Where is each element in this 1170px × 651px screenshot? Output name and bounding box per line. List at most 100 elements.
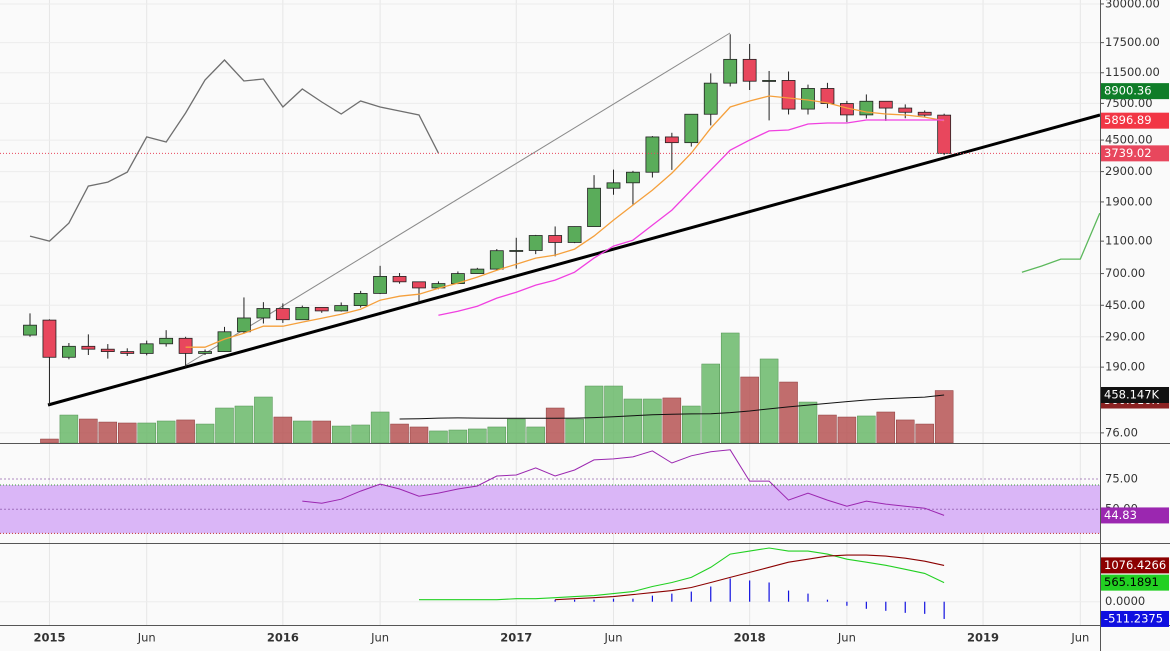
volume-ma-label: 458.147K (1104, 387, 1160, 401)
volume-bar (876, 411, 896, 444)
volume-bar (448, 429, 468, 444)
marks-layer (0, 34, 1101, 619)
candle-body (412, 281, 426, 289)
volume-layer (40, 332, 954, 444)
volume-bar (293, 420, 312, 444)
y-tick-label: 290.00 (1105, 329, 1145, 343)
candle-body (567, 226, 582, 243)
x-tick-label: 2019 (967, 631, 999, 645)
candle-body (334, 305, 349, 312)
volume-bar (818, 414, 837, 444)
overlay-line (1021, 212, 1101, 273)
volume-bar (59, 414, 79, 444)
volume-ma-line (399, 394, 945, 420)
candle-body (178, 337, 193, 354)
x-tick-label: 2015 (33, 631, 65, 645)
overlay-last-label: 5896.89 (1104, 113, 1152, 127)
candle-body (23, 324, 37, 336)
volume-bar (254, 396, 273, 444)
volume-bar (682, 405, 701, 444)
candle-body (237, 317, 251, 333)
volume-bar (915, 423, 934, 444)
signal-label-box (1101, 557, 1169, 574)
candle-body (626, 171, 640, 184)
histogram-label-box (1101, 610, 1169, 627)
volume-bar (331, 425, 351, 444)
candle-body (470, 268, 485, 274)
candle-body (139, 343, 154, 354)
volume-bar (701, 363, 720, 444)
candle-body (159, 337, 174, 345)
candle-body (801, 88, 815, 110)
trendline (47, 113, 1101, 407)
candle-body (762, 80, 776, 82)
volume-bar (176, 419, 195, 444)
volume-bar (273, 416, 293, 444)
volume-bar (40, 438, 59, 444)
overlay-last-label-box (1101, 112, 1169, 129)
volume-bar (662, 397, 682, 444)
x-tick-label: Jun (604, 631, 623, 645)
candle-body (489, 250, 504, 270)
volume-bar (215, 407, 234, 444)
volume-bar (720, 332, 740, 444)
price-label: 8900.36 (1104, 84, 1152, 98)
volume-bar (409, 426, 429, 444)
x-tick-label: 2016 (267, 631, 299, 645)
y-tick-label: 450.00 (1105, 298, 1145, 312)
overlay-line (185, 95, 945, 348)
volume-bar (487, 426, 507, 444)
candle-body (275, 308, 290, 321)
y-tick-label: 0.0000 (1105, 594, 1145, 608)
candle-body (742, 58, 757, 82)
y-tick-label: 75.00 (1105, 472, 1138, 486)
y-tick-label: 4500.00 (1105, 133, 1153, 147)
candle-body (820, 88, 835, 104)
overlay-line (438, 119, 945, 316)
candle-body (42, 319, 57, 358)
candle-body (314, 306, 329, 312)
y-tick-label: 1900.00 (1105, 194, 1153, 208)
y-tick-label: 17500.00 (1105, 35, 1160, 49)
volume-ma-label-box (1101, 386, 1169, 403)
candle-body (198, 351, 212, 354)
volume-bar (759, 358, 779, 444)
x-tick-label: Jun (837, 631, 856, 645)
candle-body (256, 308, 271, 319)
volume-bar (779, 381, 798, 444)
candle-body (606, 182, 621, 189)
volume-bar (98, 421, 118, 444)
candle-body (528, 235, 543, 251)
candle-body (100, 348, 115, 352)
volume-bar (370, 411, 390, 444)
volume-bar (837, 416, 857, 444)
volume-bar (896, 419, 915, 444)
volume-bar (526, 426, 545, 444)
macd-line (419, 547, 945, 601)
volume-bar (351, 424, 370, 444)
candle-body (878, 100, 893, 109)
candle-body (373, 275, 388, 294)
candle-body (587, 187, 601, 227)
volume-bar (507, 418, 526, 444)
y-tick-label: 7500.00 (1105, 96, 1153, 110)
candle-body (703, 82, 718, 115)
macd-label: 565.1891 (1104, 575, 1159, 589)
rsi-line (302, 449, 945, 516)
volume-bar (390, 423, 409, 444)
volume-bar (584, 385, 604, 444)
candle-body (898, 107, 913, 113)
x-tick-label: 2018 (734, 631, 766, 645)
y-tick-label: 700.00 (1105, 266, 1145, 280)
candle-body (62, 345, 76, 358)
candle-body (781, 80, 796, 110)
candle-body (120, 351, 135, 354)
y-tick-label: 190.00 (1105, 360, 1145, 374)
volume-bar (118, 422, 137, 444)
candle-body (645, 136, 660, 173)
y-tick-label: 11500.00 (1105, 65, 1160, 79)
volume-bar (857, 415, 876, 444)
